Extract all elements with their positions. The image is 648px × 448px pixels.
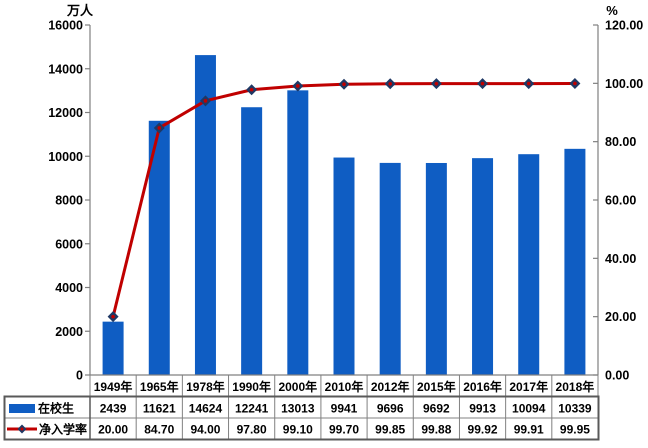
bar-2017年 <box>518 154 540 375</box>
table-cell-rate: 99.92 <box>468 423 498 437</box>
bar-2000年 <box>287 90 309 375</box>
left-tick-label: 4000 <box>55 281 83 295</box>
marker-center <box>203 99 208 103</box>
marker-center <box>157 126 162 130</box>
legend-bar-swatch <box>9 404 35 413</box>
right-tick-label: 40.00 <box>605 252 636 266</box>
legend-marker-center <box>20 427 24 431</box>
right-tick-label: 0.00 <box>605 369 629 383</box>
chart-generated-layer: 0 2000 4000 6000 8000 10000 12000 14000 16000 0.0… <box>3 19 643 441</box>
x-category-label: 1949年 <box>94 379 133 394</box>
x-category-label: 2012年 <box>371 379 410 394</box>
x-category-label: 1965年 <box>140 379 179 394</box>
left-tick-label: 10000 <box>48 150 83 164</box>
left-tick-label: 8000 <box>55 194 83 208</box>
bar-1978年 <box>194 55 216 375</box>
table-cell-enrollment: 11621 <box>143 402 176 416</box>
x-category-label: 2018年 <box>556 379 595 394</box>
x-category-label: 2017年 <box>509 379 548 394</box>
marker-center <box>111 314 115 319</box>
table-cell-rate: 99.85 <box>375 423 405 437</box>
left-tick-label: 2000 <box>55 325 83 339</box>
table-cell-rate: 99.91 <box>514 423 544 437</box>
bar-2015年 <box>425 162 447 375</box>
bar-1990年 <box>241 107 263 376</box>
bar-1949年 <box>102 321 124 375</box>
marker-center <box>526 81 531 86</box>
marker-center <box>342 82 346 87</box>
table-cell-enrollment: 13013 <box>281 402 315 416</box>
bar-2012年 <box>379 162 401 375</box>
legend-bar-label: 在校生 <box>38 401 74 416</box>
bar-1965年 <box>148 120 170 376</box>
table-cell-rate: 99.70 <box>329 423 359 437</box>
table-cell-enrollment: 10339 <box>558 402 592 416</box>
x-category-label: 2010年 <box>325 379 364 394</box>
bar-2016年 <box>472 158 494 375</box>
right-axis-title: % <box>606 3 618 18</box>
table-cell-enrollment: 9941 <box>331 402 358 416</box>
table-cell-rate: 97.80 <box>237 423 267 437</box>
right-tick-label: 80.00 <box>605 135 636 149</box>
table-cell-enrollment: 2439 <box>100 402 127 416</box>
left-tick-label: 6000 <box>55 237 83 251</box>
marker-center <box>434 81 439 86</box>
right-tick-label: 100.00 <box>605 77 643 91</box>
x-category-label: 2015年 <box>417 379 456 394</box>
x-category-label: 2016年 <box>463 379 502 394</box>
table-cell-rate: 99.10 <box>283 423 313 437</box>
legend-line-label: 净入学率 <box>39 422 87 437</box>
x-category-label: 1990年 <box>232 379 271 394</box>
table-cell-enrollment: 9696 <box>377 402 404 416</box>
table-cell-rate: 20.00 <box>98 423 128 437</box>
x-category-label: 2000年 <box>278 379 317 394</box>
left-tick-label: 16000 <box>48 19 83 33</box>
table-cell-rate: 99.95 <box>560 423 590 437</box>
marker-center <box>296 84 300 88</box>
marker-center <box>388 81 392 86</box>
table-cell-rate: 99.88 <box>421 423 451 437</box>
bar-2010年 <box>333 157 355 375</box>
right-tick-label: 60.00 <box>605 194 636 208</box>
marker-center <box>573 81 577 86</box>
bar-2018年 <box>564 148 586 375</box>
table-cell-rate: 84.70 <box>144 423 174 437</box>
table-cell-rate: 94.00 <box>190 423 220 437</box>
table-cell-enrollment: 9913 <box>469 402 496 416</box>
right-tick-label: 120.00 <box>605 19 643 33</box>
marker-center <box>249 87 254 92</box>
marker-center <box>480 81 485 86</box>
table-cell-enrollment: 12241 <box>235 402 269 416</box>
table-cell-enrollment: 14624 <box>189 402 223 416</box>
right-tick-label: 20.00 <box>605 310 636 324</box>
left-axis-title: 万人 <box>66 3 94 18</box>
table-cell-enrollment: 9692 <box>423 402 450 416</box>
left-tick-label: 14000 <box>48 62 83 76</box>
table-frame <box>3 395 600 441</box>
left-tick-label: 12000 <box>48 106 83 120</box>
x-category-label: 1978年 <box>186 379 225 394</box>
left-tick-label: 0 <box>76 369 83 383</box>
table-cell-enrollment: 10094 <box>512 402 546 416</box>
